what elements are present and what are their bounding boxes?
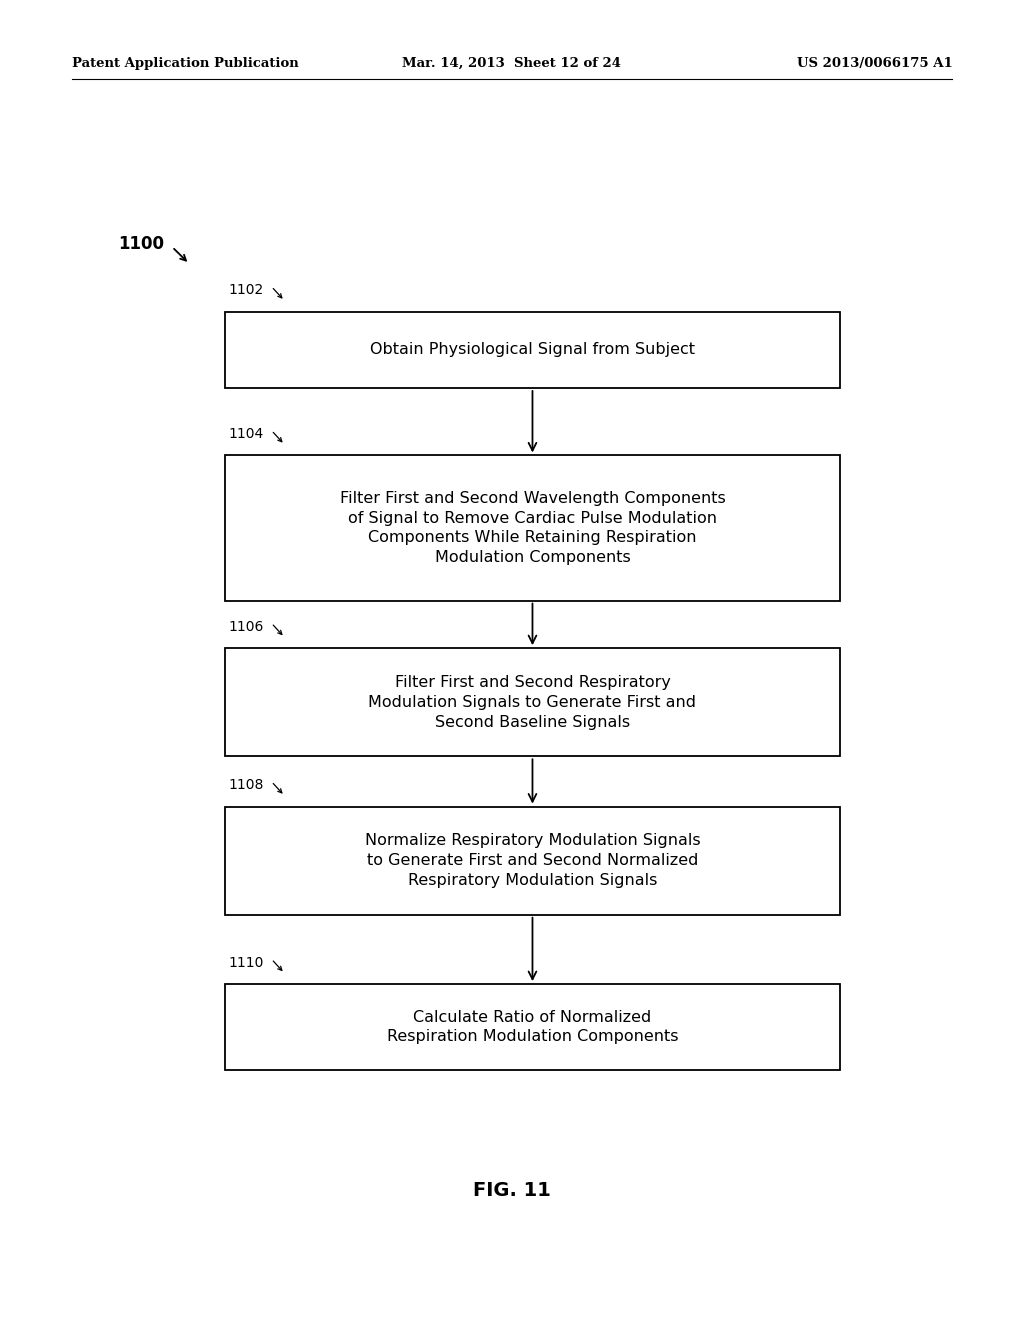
Text: Normalize Respiratory Modulation Signals
to Generate First and Second Normalized: Normalize Respiratory Modulation Signals… — [365, 833, 700, 888]
Text: Filter First and Second Respiratory
Modulation Signals to Generate First and
Sec: Filter First and Second Respiratory Modu… — [369, 675, 696, 730]
Text: 1110: 1110 — [228, 956, 264, 969]
Text: Filter First and Second Wavelength Components
of Signal to Remove Cardiac Pulse : Filter First and Second Wavelength Compo… — [340, 491, 725, 565]
Text: Obtain Physiological Signal from Subject: Obtain Physiological Signal from Subject — [370, 342, 695, 358]
Text: US 2013/0066175 A1: US 2013/0066175 A1 — [797, 57, 952, 70]
Text: 1104: 1104 — [228, 426, 263, 441]
Text: 1102: 1102 — [228, 282, 263, 297]
Bar — [225, 985, 840, 1069]
Text: Patent Application Publication: Patent Application Publication — [72, 57, 298, 70]
Text: 1108: 1108 — [228, 777, 264, 792]
Text: Calculate Ratio of Normalized
Respiration Modulation Components: Calculate Ratio of Normalized Respiratio… — [387, 1010, 678, 1044]
Text: 1100: 1100 — [118, 235, 164, 253]
Text: FIG. 11: FIG. 11 — [473, 1181, 551, 1200]
Bar — [225, 648, 840, 756]
Text: Mar. 14, 2013  Sheet 12 of 24: Mar. 14, 2013 Sheet 12 of 24 — [402, 57, 622, 70]
Text: 1106: 1106 — [228, 619, 264, 634]
Bar — [225, 312, 840, 388]
Bar — [225, 807, 840, 915]
Bar — [225, 455, 840, 601]
